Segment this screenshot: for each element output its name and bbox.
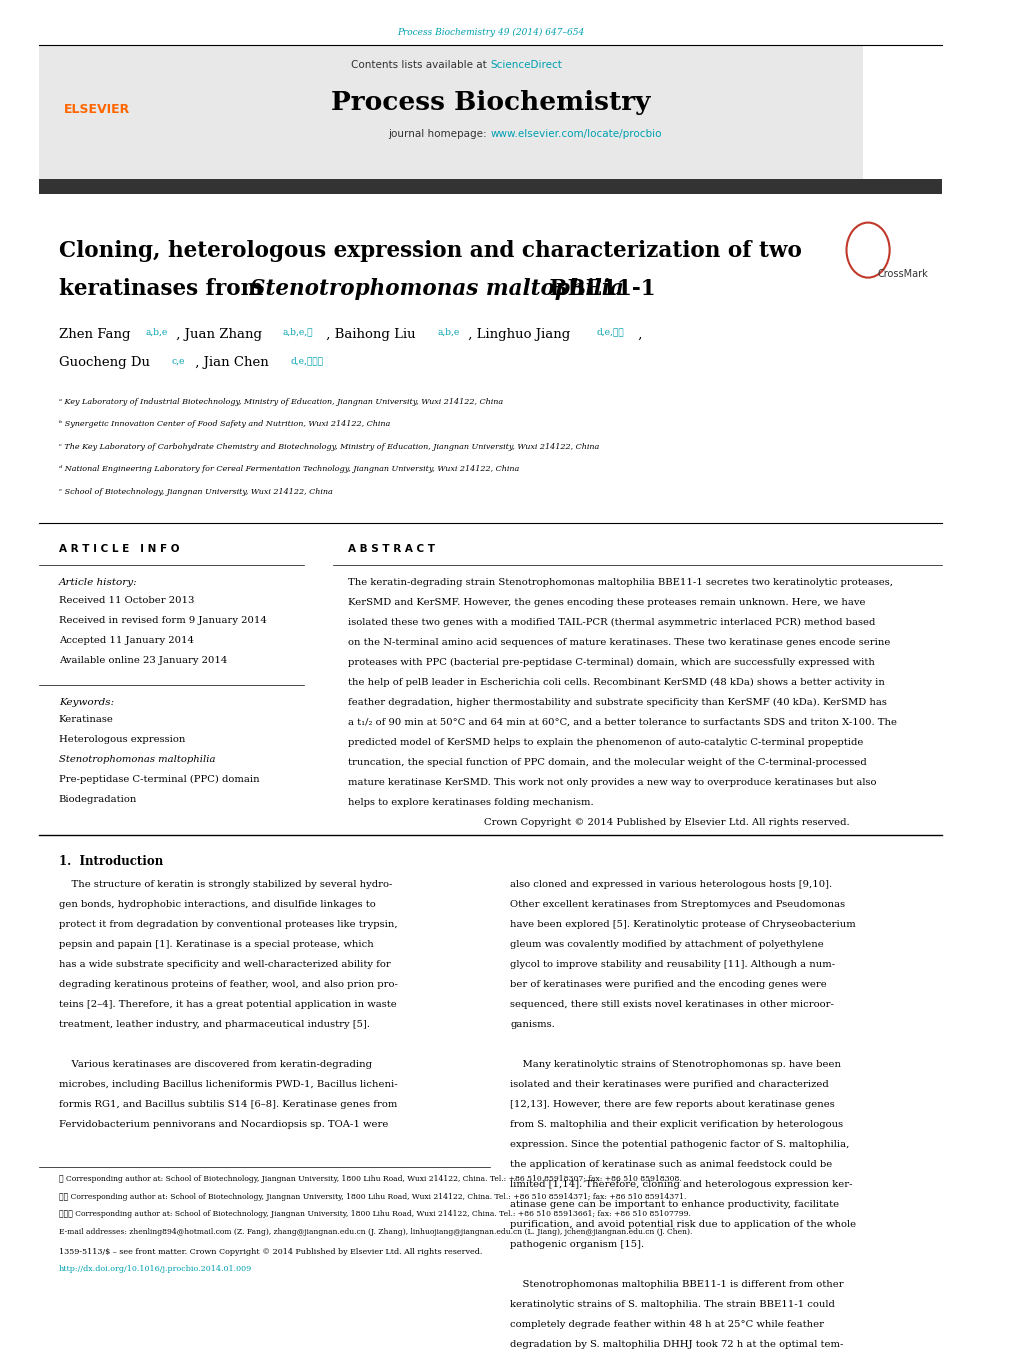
Text: ber of keratinases were purified and the encoding genes were: ber of keratinases were purified and the… <box>510 981 826 989</box>
Text: isolated these two genes with a modified TAIL-PCR (thermal asymmetric interlaced: isolated these two genes with a modified… <box>347 617 874 627</box>
Text: Biodegradation: Biodegradation <box>59 796 138 804</box>
Text: , Linghuo Jiang: , Linghuo Jiang <box>464 328 570 340</box>
Text: ,: , <box>633 328 641 340</box>
Text: Cloning, heterologous expression and characterization of two: Cloning, heterologous expression and cha… <box>59 240 801 262</box>
Text: ᵇ Synergetic Innovation Center of Food Safety and Nutrition, Wuxi 214122, China: ᵇ Synergetic Innovation Center of Food S… <box>59 420 389 428</box>
Text: sequenced, there still exists novel keratinases in other microor-: sequenced, there still exists novel kera… <box>510 1000 834 1009</box>
Text: on the N-terminal amino acid sequences of mature keratinases. These two keratina: on the N-terminal amino acid sequences o… <box>347 638 890 647</box>
Text: Crown Copyright © 2014 Published by Elsevier Ltd. All rights reserved.: Crown Copyright © 2014 Published by Else… <box>484 817 849 827</box>
Text: ELSEVIER: ELSEVIER <box>64 103 129 116</box>
Text: [12,13]. However, there are few reports about keratinase genes: [12,13]. However, there are few reports … <box>510 1101 834 1109</box>
Text: ᵉ School of Biotechnology, Jiangnan University, Wuxi 214122, China: ᵉ School of Biotechnology, Jiangnan Univ… <box>59 488 332 496</box>
Text: treatment, leather industry, and pharmaceutical industry [5].: treatment, leather industry, and pharmac… <box>59 1020 370 1029</box>
FancyBboxPatch shape <box>39 46 862 190</box>
Text: feather degradation, higher thermostability and substrate specificity than KerSM: feather degradation, higher thermostabil… <box>347 697 887 707</box>
Text: ganisms.: ganisms. <box>510 1020 554 1029</box>
Text: pepsin and papain [1]. Keratinase is a special protease, which: pepsin and papain [1]. Keratinase is a s… <box>59 940 373 950</box>
Text: Article history:: Article history: <box>59 578 138 586</box>
Text: gleum was covalently modified by attachment of polyethylene: gleum was covalently modified by attachm… <box>510 940 823 950</box>
Text: CrossMark: CrossMark <box>877 269 927 278</box>
Text: from S. maltophilia and their explicit verification by heterologous: from S. maltophilia and their explicit v… <box>510 1120 843 1129</box>
Text: a,b,e: a,b,e <box>437 328 460 336</box>
Text: A B S T R A C T: A B S T R A C T <box>347 544 435 554</box>
Text: mature keratinase KerSMD. This work not only provides a new way to overproduce k: mature keratinase KerSMD. This work not … <box>347 778 876 786</box>
Text: Process Biochemistry 49 (2014) 647–654: Process Biochemistry 49 (2014) 647–654 <box>396 27 584 36</box>
Text: has a wide substrate specificity and well-characterized ability for: has a wide substrate specificity and wel… <box>59 961 390 970</box>
Text: proteases with PPC (bacterial pre-peptidase C-terminal) domain, which are succes: proteases with PPC (bacterial pre-peptid… <box>347 658 874 667</box>
Text: 1.  Introduction: 1. Introduction <box>59 855 163 869</box>
Text: Received 11 October 2013: Received 11 October 2013 <box>59 597 194 605</box>
Text: , Jian Chen: , Jian Chen <box>192 357 269 369</box>
Text: ᵈ National Engineering Laboratory for Cereal Fermentation Technology, Jiangnan U: ᵈ National Engineering Laboratory for Ce… <box>59 465 519 473</box>
Text: KerSMD and KerSMF. However, the genes encoding these proteases remain unknown. H: KerSMD and KerSMF. However, the genes en… <box>347 597 865 607</box>
Text: The structure of keratin is strongly stabilized by several hydro-: The structure of keratin is strongly sta… <box>59 881 392 889</box>
Text: completely degrade feather within 48 h at 25°C while feather: completely degrade feather within 48 h a… <box>510 1320 823 1329</box>
Text: a,b,e,★: a,b,e,★ <box>282 328 313 336</box>
Text: Various keratinases are discovered from keratin-degrading: Various keratinases are discovered from … <box>59 1061 372 1070</box>
Text: 1359-5113/$ – see front matter. Crown Copyright © 2014 Published by Elsevier Ltd: 1359-5113/$ – see front matter. Crown Co… <box>59 1248 482 1256</box>
Text: a,b,e: a,b,e <box>145 328 167 336</box>
Text: Process Biochemistry: Process Biochemistry <box>330 91 649 115</box>
Text: journal homepage:: journal homepage: <box>388 128 490 139</box>
Text: d,e,★★★: d,e,★★★ <box>290 357 323 365</box>
Text: Available online 23 January 2014: Available online 23 January 2014 <box>59 657 227 666</box>
Text: gen bonds, hydrophobic interactions, and disulfide linkages to: gen bonds, hydrophobic interactions, and… <box>59 900 375 909</box>
Text: BBE11-1: BBE11-1 <box>542 277 655 300</box>
Text: degrading keratinous proteins of feather, wool, and also prion pro-: degrading keratinous proteins of feather… <box>59 981 397 989</box>
Text: isolated and their keratinases were purified and characterized: isolated and their keratinases were puri… <box>510 1081 828 1089</box>
Text: teins [2–4]. Therefore, it has a great potential application in waste: teins [2–4]. Therefore, it has a great p… <box>59 1000 396 1009</box>
Text: also cloned and expressed in various heterologous hosts [9,10].: also cloned and expressed in various het… <box>510 881 832 889</box>
Text: Fervidobacterium pennivorans and Nocardiopsis sp. TOA-1 were: Fervidobacterium pennivorans and Nocardi… <box>59 1120 388 1129</box>
Text: Heterologous expression: Heterologous expression <box>59 735 185 744</box>
Text: expression. Since the potential pathogenic factor of S. maltophilia,: expression. Since the potential pathogen… <box>510 1140 849 1150</box>
Text: pathogenic organism [15].: pathogenic organism [15]. <box>510 1240 644 1250</box>
Text: Stenotrophomonas maltophilia BBE11-1 is different from other: Stenotrophomonas maltophilia BBE11-1 is … <box>510 1281 843 1289</box>
Text: keratinolytic strains of S. maltophilia. The strain BBE11-1 could: keratinolytic strains of S. maltophilia.… <box>510 1301 835 1309</box>
Text: A R T I C L E   I N F O: A R T I C L E I N F O <box>59 544 179 554</box>
Text: ★★ Corresponding author at: School of Biotechnology, Jiangnan University, 1800 L: ★★ Corresponding author at: School of Bi… <box>59 1193 686 1201</box>
Text: Accepted 11 January 2014: Accepted 11 January 2014 <box>59 636 194 646</box>
Text: Keratinase: Keratinase <box>59 715 113 724</box>
Text: Zhen Fang: Zhen Fang <box>59 328 130 340</box>
Text: protect it from degradation by conventional proteases like trypsin,: protect it from degradation by conventio… <box>59 920 397 929</box>
Text: Stenotrophomonas maltophilia: Stenotrophomonas maltophilia <box>250 277 624 300</box>
Text: ScienceDirect: ScienceDirect <box>490 59 561 70</box>
Text: Guocheng Du: Guocheng Du <box>59 357 150 369</box>
Text: , Juan Zhang: , Juan Zhang <box>171 328 262 340</box>
Text: Stenotrophomonas maltophilia: Stenotrophomonas maltophilia <box>59 755 215 765</box>
Text: http://dx.doi.org/10.1016/j.procbio.2014.01.009: http://dx.doi.org/10.1016/j.procbio.2014… <box>59 1266 252 1274</box>
Text: a t₁/₂ of 90 min at 50°C and 64 min at 60°C, and a better tolerance to surfactan: a t₁/₂ of 90 min at 50°C and 64 min at 6… <box>347 717 897 727</box>
Text: d,e,★★: d,e,★★ <box>596 328 624 336</box>
Text: the help of pelB leader in Escherichia coli cells. Recombinant KerSMD (48 kDa) s: the help of pelB leader in Escherichia c… <box>347 678 884 686</box>
Text: glycol to improve stability and reusability [11]. Although a num-: glycol to improve stability and reusabil… <box>510 961 835 970</box>
Text: Keywords:: Keywords: <box>59 697 114 707</box>
Text: predicted model of KerSMD helps to explain the phenomenon of auto-catalytic C-te: predicted model of KerSMD helps to expla… <box>347 738 863 747</box>
Text: the application of keratinase such as animal feedstock could be: the application of keratinase such as an… <box>510 1161 832 1170</box>
Text: limited [1,14]. Therefore, cloning and heterologous expression ker-: limited [1,14]. Therefore, cloning and h… <box>510 1181 852 1189</box>
Text: degradation by S. maltophilia DHHJ took 72 h at the optimal tem-: degradation by S. maltophilia DHHJ took … <box>510 1340 843 1350</box>
Text: microbes, including Bacillus licheniformis PWD-1, Bacillus licheni-: microbes, including Bacillus licheniform… <box>59 1081 397 1089</box>
Text: The keratin-degrading strain Stenotrophomonas maltophilia BBE11-1 secretes two k: The keratin-degrading strain Stenotropho… <box>347 578 893 586</box>
Text: keratinases from: keratinases from <box>59 277 270 300</box>
Text: helps to explore keratinases folding mechanism.: helps to explore keratinases folding mec… <box>347 798 593 807</box>
Text: Received in revised form 9 January 2014: Received in revised form 9 January 2014 <box>59 616 266 626</box>
FancyBboxPatch shape <box>39 178 941 193</box>
Text: atinase gene can be important to enhance productivity, facilitate: atinase gene can be important to enhance… <box>510 1201 839 1209</box>
Text: Pre-peptidase C-terminal (PPC) domain: Pre-peptidase C-terminal (PPC) domain <box>59 775 259 785</box>
Text: Many keratinolytic strains of Stenotrophomonas sp. have been: Many keratinolytic strains of Stenotroph… <box>510 1061 841 1070</box>
Text: purification, and avoid potential risk due to application of the whole: purification, and avoid potential risk d… <box>510 1220 855 1229</box>
Text: formis RG1, and Bacillus subtilis S14 [6–8]. Keratinase genes from: formis RG1, and Bacillus subtilis S14 [6… <box>59 1101 396 1109</box>
Text: ᵃ Key Laboratory of Industrial Biotechnology, Ministry of Education, Jiangnan Un: ᵃ Key Laboratory of Industrial Biotechno… <box>59 397 502 405</box>
Text: c,e: c,e <box>171 357 184 365</box>
Text: ★ Corresponding author at: School of Biotechnology, Jiangnan University, 1800 Li: ★ Corresponding author at: School of Bio… <box>59 1175 681 1183</box>
Text: truncation, the special function of PPC domain, and the molecular weight of the : truncation, the special function of PPC … <box>347 758 866 767</box>
Text: www.elsevier.com/locate/procbio: www.elsevier.com/locate/procbio <box>490 128 661 139</box>
Text: Other excellent keratinases from Streptomyces and Pseudomonas: Other excellent keratinases from Strepto… <box>510 900 845 909</box>
Text: , Baihong Liu: , Baihong Liu <box>321 328 415 340</box>
Text: Contents lists available at: Contents lists available at <box>352 59 490 70</box>
Text: ★★★ Corresponding author at: School of Biotechnology, Jiangnan University, 1800 : ★★★ Corresponding author at: School of B… <box>59 1210 690 1219</box>
Text: E-mail addresses: zhenling894@hotmail.com (Z. Fang), zhang@jiangnan.edu.cn (J. Z: E-mail addresses: zhenling894@hotmail.co… <box>59 1228 692 1236</box>
Text: have been explored [5]. Keratinolytic protease of Chryseobacterium: have been explored [5]. Keratinolytic pr… <box>510 920 855 929</box>
Text: ᶜ The Key Laboratory of Carbohydrate Chemistry and Biotechnology, Ministry of Ed: ᶜ The Key Laboratory of Carbohydrate Che… <box>59 443 598 451</box>
